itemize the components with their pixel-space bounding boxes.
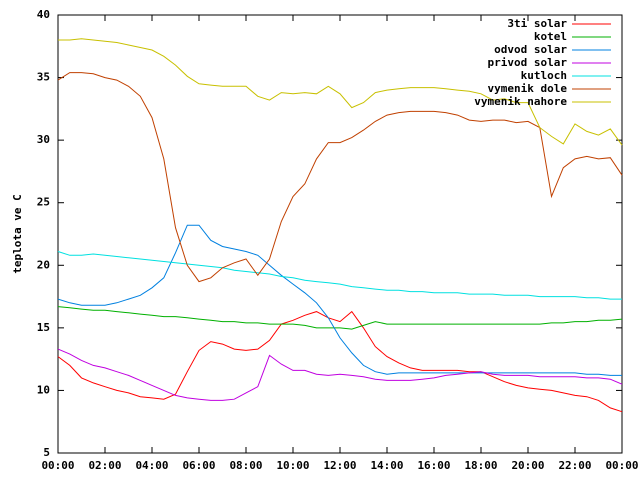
series-line bbox=[57, 348, 623, 401]
y-tick-label: 5 bbox=[43, 446, 50, 459]
series-line bbox=[57, 310, 623, 413]
x-tick-label: 00:00 bbox=[605, 459, 638, 472]
y-tick-label: 20 bbox=[37, 258, 50, 271]
y-tick-label: 40 bbox=[37, 8, 50, 21]
x-tick-label: 20:00 bbox=[511, 459, 544, 472]
series-line bbox=[57, 251, 622, 300]
x-tick-label: 12:00 bbox=[323, 459, 356, 472]
x-tick-label: 04:00 bbox=[135, 459, 168, 472]
legend-label: vymenik dole bbox=[488, 82, 568, 95]
x-tick-label: 18:00 bbox=[464, 459, 497, 472]
y-tick-label: 10 bbox=[37, 383, 50, 396]
y-tick-label: 15 bbox=[37, 321, 50, 334]
x-tick-label: 00:00 bbox=[41, 459, 74, 472]
legend-label: vymenik nahore bbox=[474, 95, 567, 108]
series-line bbox=[57, 306, 623, 330]
y-tick-label: 25 bbox=[37, 196, 50, 209]
series-line bbox=[57, 224, 622, 376]
legend-label: odvod solar bbox=[494, 43, 567, 56]
legend-label: kotel bbox=[534, 30, 567, 43]
x-tick-label: 10:00 bbox=[276, 459, 309, 472]
series-line bbox=[58, 38, 623, 146]
x-tick-label: 14:00 bbox=[370, 459, 403, 472]
legend-label: kutloch bbox=[521, 69, 567, 82]
x-tick-label: 22:00 bbox=[558, 459, 591, 472]
y-tick-label: 30 bbox=[37, 133, 50, 146]
y-axis-label: teplota ve C bbox=[11, 194, 24, 273]
y-tick-label: 35 bbox=[37, 71, 50, 84]
x-tick-label: 02:00 bbox=[88, 459, 121, 472]
series-line bbox=[57, 72, 623, 283]
legend-label: privod solar bbox=[488, 56, 568, 69]
x-tick-label: 16:00 bbox=[417, 459, 450, 472]
x-tick-label: 08:00 bbox=[229, 459, 262, 472]
x-tick-label: 06:00 bbox=[182, 459, 215, 472]
legend-label: 3ti solar bbox=[507, 17, 567, 30]
